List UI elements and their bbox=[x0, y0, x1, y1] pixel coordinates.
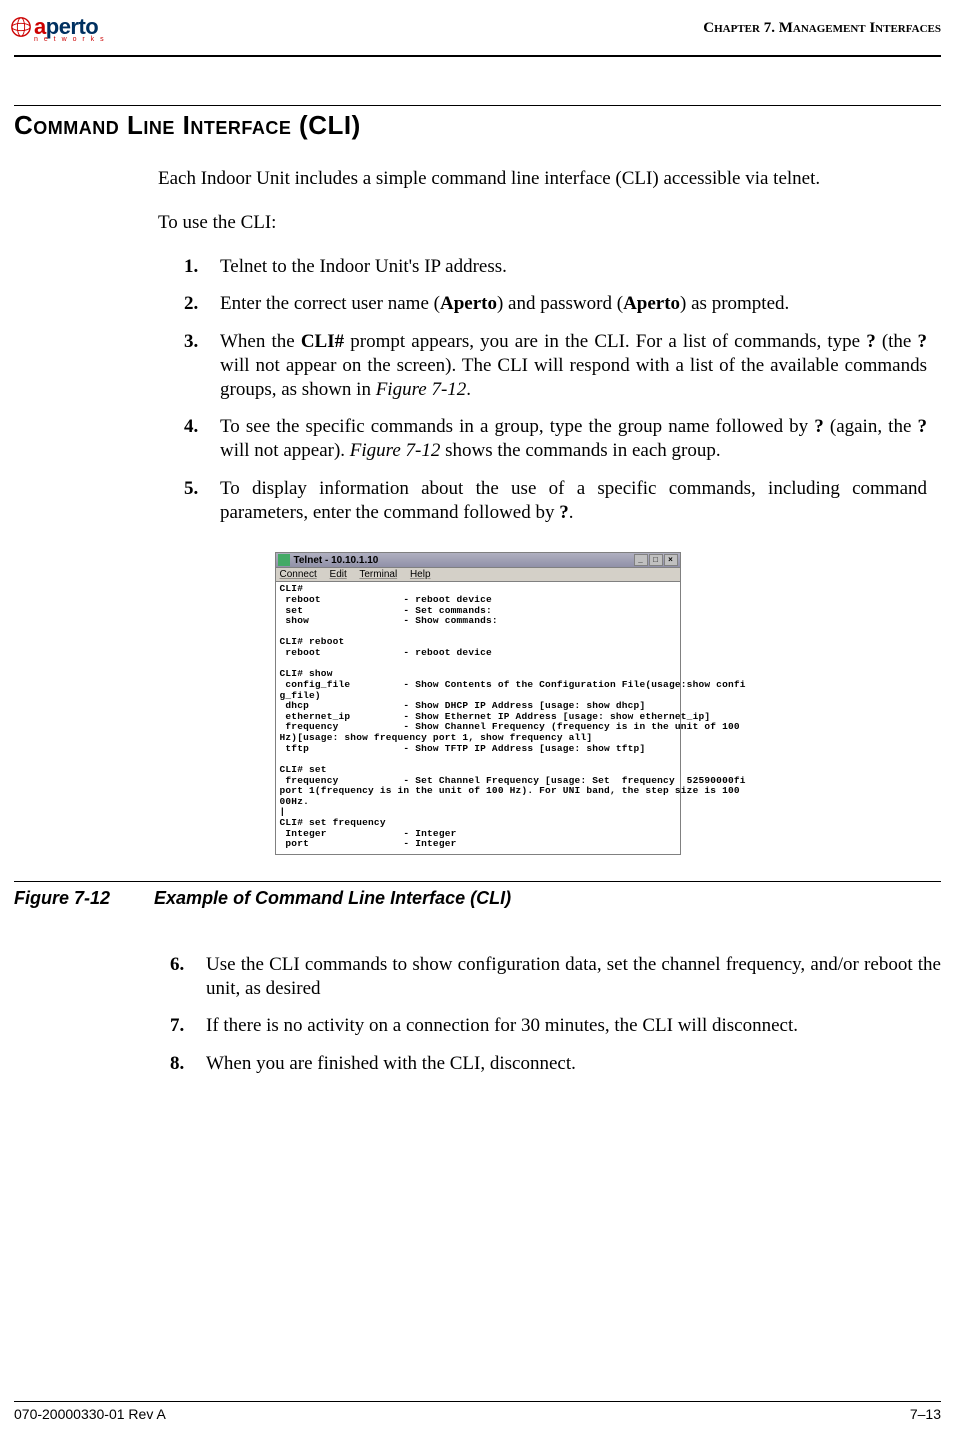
step-1: 1. Telnet to the Indoor Unit's IP addres… bbox=[184, 255, 927, 279]
section-rule bbox=[14, 105, 941, 106]
intro-text: Each Indoor Unit includes a simple comma… bbox=[158, 167, 927, 191]
close-button[interactable]: × bbox=[664, 554, 678, 566]
header-rule bbox=[14, 55, 941, 57]
logo-subtext: n e t w o r k s bbox=[34, 36, 106, 43]
t: ) as prompted. bbox=[680, 293, 789, 314]
t: prompt appears, you are in the CLI. For … bbox=[344, 331, 866, 352]
step-body: To display information about the use of … bbox=[220, 477, 927, 525]
t: (again, the bbox=[824, 416, 918, 437]
logo-globe-icon bbox=[10, 16, 32, 38]
footer: 070-20000330-01 Rev A 7–13 bbox=[14, 1401, 941, 1422]
intro-block: Each Indoor Unit includes a simple comma… bbox=[158, 167, 927, 235]
steps-list-1: 1. Telnet to the Indoor Unit's IP addres… bbox=[184, 255, 927, 525]
step-2: 2. Enter the correct user name (Aperto) … bbox=[184, 292, 927, 316]
step-body: Telnet to the Indoor Unit's IP address. bbox=[220, 255, 927, 279]
figure-title: Example of Command Line Interface (CLI) bbox=[154, 888, 511, 908]
t: Aperto bbox=[440, 293, 497, 314]
window-buttons: _ □ × bbox=[634, 554, 678, 566]
window-title: Telnet - 10.10.1.10 bbox=[294, 555, 379, 566]
terminal-output: CLI# reboot - reboot device set - Set co… bbox=[276, 582, 680, 854]
step-body: Use the CLI commands to show configurati… bbox=[206, 953, 941, 1001]
step-4: 4. To see the specific commands in a gro… bbox=[184, 415, 927, 463]
t: When the bbox=[220, 331, 301, 352]
step-num: 5. bbox=[184, 477, 220, 525]
titlebar: Telnet - 10.10.1.10 _ □ × bbox=[276, 553, 680, 568]
figure: Telnet - 10.10.1.10 _ □ × Connect Edit T… bbox=[14, 552, 941, 909]
step-body: When the CLI# prompt appears, you are in… bbox=[220, 330, 927, 401]
footer-left: 070-20000330-01 Rev A bbox=[14, 1406, 166, 1422]
t: Figure 7-12 bbox=[376, 379, 467, 400]
step-6: 6. Use the CLI commands to show configur… bbox=[170, 953, 941, 1001]
footer-rule bbox=[14, 1401, 941, 1402]
t: shows the commands in each group. bbox=[440, 440, 720, 461]
section: Command Line Interface (CLI) Each Indoor… bbox=[14, 105, 941, 524]
section-title: Command Line Interface (CLI) bbox=[14, 110, 941, 141]
t: To see the specific commands in a group,… bbox=[220, 416, 814, 437]
t: ? bbox=[866, 331, 876, 352]
step-3: 3. When the CLI# prompt appears, you are… bbox=[184, 330, 927, 401]
t: . bbox=[569, 502, 574, 523]
step-num: 6. bbox=[170, 953, 206, 1001]
t: To display information about the use of … bbox=[220, 478, 927, 523]
t: Figure 7-12 bbox=[350, 440, 441, 461]
t: ) and password ( bbox=[497, 293, 623, 314]
lead-text: To use the CLI: bbox=[158, 211, 927, 235]
menu-help[interactable]: Help bbox=[410, 569, 431, 580]
t: ? bbox=[918, 416, 928, 437]
step-5: 5. To display information about the use … bbox=[184, 477, 927, 525]
step-num: 1. bbox=[184, 255, 220, 279]
app-icon bbox=[278, 554, 290, 566]
step-8: 8. When you are finished with the CLI, d… bbox=[170, 1052, 941, 1076]
step-body: If there is no activity on a connection … bbox=[206, 1014, 941, 1038]
page-header: aperto n e t w o r k s Chapter 7. Manage… bbox=[0, 0, 955, 49]
step-num: 8. bbox=[170, 1052, 206, 1076]
t: Aperto bbox=[623, 293, 680, 314]
menu-edit[interactable]: Edit bbox=[330, 569, 347, 580]
t: (the bbox=[876, 331, 918, 352]
figure-number: Figure 7-12 bbox=[14, 888, 110, 908]
chapter-header: Chapter 7. Management Interfaces bbox=[703, 20, 941, 37]
step-num: 4. bbox=[184, 415, 220, 463]
t: Enter the correct user name ( bbox=[220, 293, 440, 314]
footer-right: 7–13 bbox=[910, 1406, 941, 1422]
figure-caption: Figure 7-12 Example of Command Line Inter… bbox=[14, 888, 941, 909]
maximize-button[interactable]: □ bbox=[649, 554, 663, 566]
t: will not appear on the screen). The CLI … bbox=[220, 355, 927, 400]
menubar: Connect Edit Terminal Help bbox=[276, 568, 680, 582]
step-7: 7. If there is no activity on a connecti… bbox=[170, 1014, 941, 1038]
t: CLI# bbox=[301, 331, 344, 352]
t: will not appear). bbox=[220, 440, 350, 461]
step-num: 3. bbox=[184, 330, 220, 401]
step-body: To see the specific commands in a group,… bbox=[220, 415, 927, 463]
telnet-window: Telnet - 10.10.1.10 _ □ × Connect Edit T… bbox=[275, 552, 681, 855]
minimize-button[interactable]: _ bbox=[634, 554, 648, 566]
t: ? bbox=[814, 416, 824, 437]
figure-rule bbox=[14, 881, 941, 882]
logo: aperto n e t w o r k s bbox=[10, 14, 106, 43]
t: ? bbox=[559, 502, 569, 523]
t: . bbox=[466, 379, 471, 400]
t: ? bbox=[918, 331, 928, 352]
steps-list-2: 6. Use the CLI commands to show configur… bbox=[170, 953, 941, 1076]
step-num: 2. bbox=[184, 292, 220, 316]
step-num: 7. bbox=[170, 1014, 206, 1038]
step-body: When you are finished with the CLI, disc… bbox=[206, 1052, 941, 1076]
menu-connect[interactable]: Connect bbox=[280, 569, 317, 580]
menu-terminal[interactable]: Terminal bbox=[359, 569, 397, 580]
step-body: Enter the correct user name (Aperto) and… bbox=[220, 292, 927, 316]
